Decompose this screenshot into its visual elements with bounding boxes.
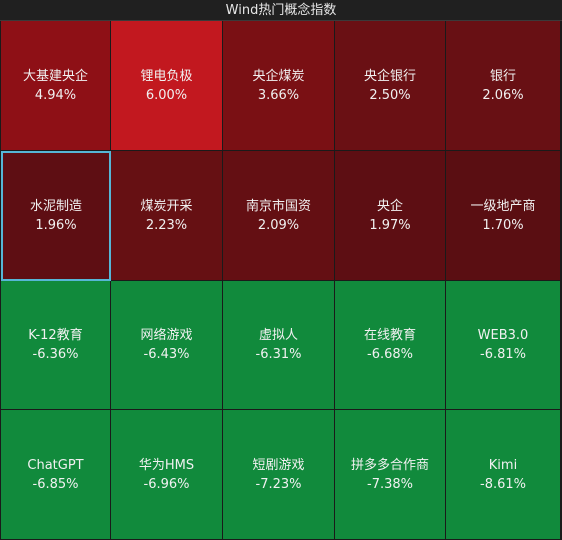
- concept-tile[interactable]: 南京市国资 2.09%: [223, 151, 335, 281]
- concept-tile[interactable]: 网络游戏 -6.43%: [111, 281, 223, 410]
- concept-name: 在线教育: [363, 328, 416, 343]
- concept-tile-grid: 大基建央企 4.94% 锂电负极 6.00% 央企煤炭 3.66% 央企银行 2…: [0, 21, 561, 540]
- concept-name: 网络游戏: [140, 328, 193, 343]
- concept-change: 4.94%: [34, 87, 77, 103]
- concept-tile[interactable]: 煤炭开采 2.23%: [111, 151, 223, 281]
- concept-tile[interactable]: 央企煤炭 3.66%: [223, 21, 335, 151]
- concept-tile[interactable]: 水泥制造 1.96%: [1, 151, 111, 281]
- concept-tile[interactable]: 央企 1.97%: [335, 151, 446, 281]
- concept-change: 6.00%: [145, 87, 188, 103]
- concept-name: 央企: [376, 198, 403, 214]
- concept-tile[interactable]: ChatGPT -6.85%: [1, 410, 111, 540]
- concept-tile[interactable]: 短剧游戏 -7.23%: [223, 410, 335, 540]
- concept-name: 短剧游戏: [252, 457, 305, 473]
- concept-change: -6.43%: [143, 347, 190, 362]
- concept-name: Kimi: [488, 457, 518, 473]
- concept-change: 2.09%: [257, 217, 300, 233]
- concept-tile[interactable]: 银行 2.06%: [446, 21, 561, 151]
- concept-name: 水泥制造: [29, 199, 82, 214]
- concept-change: 2.50%: [369, 87, 411, 103]
- heatmap-title: Wind热门概念指数: [0, 0, 562, 21]
- concept-tile[interactable]: 拼多多合作商 -7.38%: [335, 410, 446, 540]
- concept-change: -6.36%: [32, 347, 79, 362]
- concept-name: 南京市国资: [245, 198, 311, 214]
- concept-name: 银行: [489, 68, 516, 84]
- concept-name: 虚拟人: [258, 328, 298, 343]
- concept-name: 大基建央企: [22, 68, 88, 84]
- concept-change: -6.31%: [255, 347, 302, 362]
- concept-change: 1.97%: [369, 217, 411, 233]
- concept-name: ChatGPT: [27, 457, 84, 473]
- concept-change: -7.23%: [255, 476, 302, 492]
- concept-name: 煤炭开采: [140, 198, 193, 214]
- window-edge: [560, 21, 562, 540]
- concept-tile[interactable]: 央企银行 2.50%: [335, 21, 446, 151]
- concept-tile[interactable]: 大基建央企 4.94%: [1, 21, 111, 151]
- concept-change: -7.38%: [367, 476, 413, 492]
- concept-tile[interactable]: Kimi -8.61%: [446, 410, 561, 540]
- concept-name: WEB3.0: [477, 328, 529, 343]
- concept-change: -6.85%: [32, 476, 79, 492]
- concept-name: 华为HMS: [138, 457, 195, 473]
- concept-change: -6.81%: [480, 347, 526, 362]
- concept-tile[interactable]: WEB3.0 -6.81%: [446, 281, 561, 410]
- concept-name: K-12教育: [28, 328, 83, 343]
- concept-change: -6.96%: [143, 476, 190, 492]
- concept-name: 拼多多合作商: [350, 457, 429, 473]
- concept-change: 3.66%: [257, 87, 300, 103]
- concept-tile[interactable]: 在线教育 -6.68%: [335, 281, 446, 410]
- concept-change: 1.96%: [35, 218, 77, 233]
- concept-change: -8.61%: [480, 476, 526, 492]
- concept-tile[interactable]: 虚拟人 -6.31%: [223, 281, 335, 410]
- concept-change: 1.70%: [482, 217, 524, 233]
- concept-name: 央企煤炭: [252, 68, 305, 84]
- concept-name: 锂电负极: [140, 68, 193, 84]
- concept-change: -6.68%: [367, 347, 413, 362]
- concept-name: 一级地产商: [470, 198, 536, 214]
- concept-tile[interactable]: K-12教育 -6.36%: [1, 281, 111, 410]
- concept-tile[interactable]: 一级地产商 1.70%: [446, 151, 561, 281]
- concept-name: 央企银行: [363, 68, 416, 84]
- concept-tile[interactable]: 锂电负极 6.00%: [111, 21, 223, 151]
- concept-change: 2.06%: [482, 87, 524, 103]
- concept-tile[interactable]: 华为HMS -6.96%: [111, 410, 223, 540]
- concept-change: 2.23%: [145, 217, 188, 233]
